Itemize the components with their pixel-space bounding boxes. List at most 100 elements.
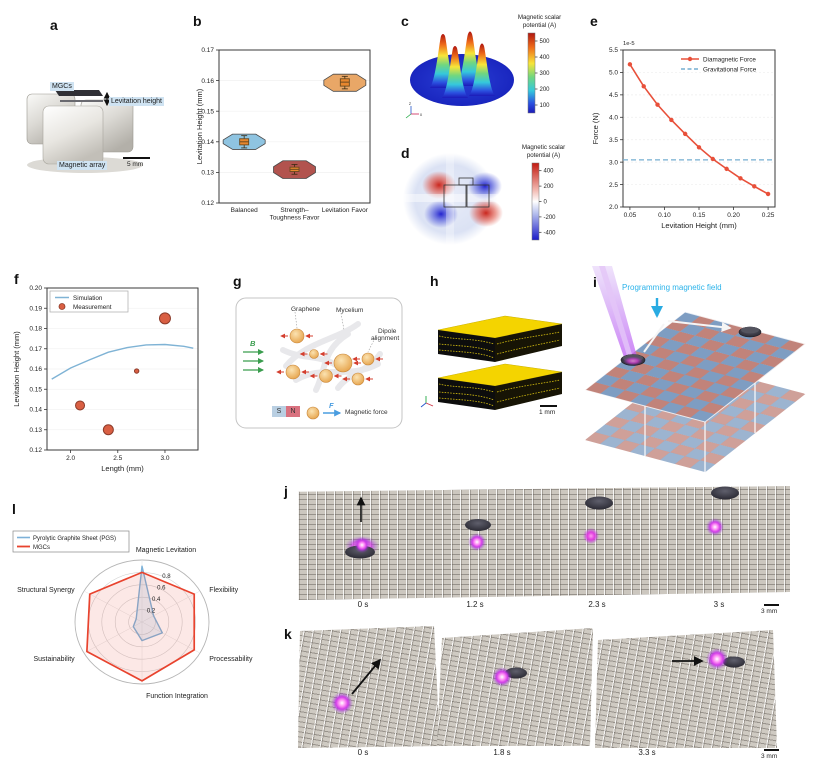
svg-text:Balanced: Balanced — [231, 207, 258, 214]
svg-text:Magnetic scalar: Magnetic scalar — [522, 144, 565, 151]
panel-letter-e: e — [590, 13, 598, 29]
mgc-disk — [723, 656, 745, 668]
svg-text:2.0: 2.0 — [609, 204, 618, 211]
graphite-sheet — [55, 90, 103, 96]
surface-peak — [442, 46, 468, 98]
time-label: 0 s — [357, 600, 369, 609]
led-light — [706, 648, 728, 670]
svg-text:0.18: 0.18 — [29, 326, 42, 333]
graphene-label: Graphene — [291, 306, 320, 313]
panel-g-schematic — [235, 297, 403, 429]
svg-text:400: 400 — [540, 55, 551, 61]
b-x-tick: Levitation Favor — [322, 207, 369, 214]
colorbar — [527, 32, 536, 114]
mycelium-label: Mycelium — [336, 307, 364, 314]
svg-text:potential (A): potential (A) — [527, 152, 560, 159]
data-point — [752, 184, 757, 189]
legend-graphene-sphere — [306, 406, 320, 420]
time-label: 3.3 s — [638, 748, 656, 757]
series-diamagnetic — [629, 63, 769, 195]
axis-triad-icon — [405, 106, 419, 119]
panel-letter-c: c — [401, 13, 409, 29]
svg-text:0.12: 0.12 — [201, 200, 214, 207]
svg-text:4.0: 4.0 — [609, 114, 618, 121]
svg-text:Processability: Processability — [209, 656, 253, 663]
svg-text:0.25: 0.25 — [762, 212, 775, 219]
programming-field-label: Programming magnetic field — [622, 283, 722, 292]
panel-letter-a: a — [50, 17, 58, 33]
radar-series-pgs — [132, 565, 164, 642]
b-y-label: Levitation Height (mm) — [195, 88, 204, 164]
f-y-label: Levitation Height (mm) — [12, 331, 21, 407]
magnet-tile-photo — [595, 630, 777, 748]
svg-text:0.8: 0.8 — [162, 574, 171, 580]
ct-block — [437, 363, 563, 410]
svg-text:Diamagnetic Force: Diamagnetic Force — [703, 57, 756, 64]
magnet-tile-photo — [437, 628, 593, 746]
svg-text:Gravitational Force: Gravitational Force — [703, 67, 757, 74]
axis-triad-icon — [420, 396, 434, 408]
data-point — [627, 62, 633, 67]
mgc-disk — [465, 519, 491, 531]
measurement-point — [133, 368, 140, 374]
time-label: 3 s — [713, 600, 725, 609]
svg-text:200: 200 — [540, 87, 551, 93]
magnetic-beam-core — [599, 266, 634, 362]
panel-letter-l: l — [12, 501, 16, 517]
field-lobe-blue — [468, 172, 502, 200]
panel-b-violin-chart: 0.12 0.13 0.14 0.15 0.16 0.17 Levitation Heigh… — [195, 47, 371, 222]
e-legend: Diamagnetic Force Gravitational Force — [681, 57, 757, 74]
f-x-label: Length (mm) — [101, 464, 144, 473]
svg-text:x: x — [420, 112, 423, 117]
svg-text:0.17: 0.17 — [201, 47, 214, 54]
force-label: F — [329, 401, 334, 410]
panel-d-fieldmap: 400 200 0 -200 -400 Magnetic scalarpotential … — [402, 144, 565, 246]
field-lobe-red — [469, 199, 503, 227]
measurement-point — [102, 424, 114, 436]
board-edge — [583, 311, 807, 423]
scale-bar — [764, 749, 779, 751]
label-mgcs: MGCs — [50, 82, 74, 91]
radar-series-mgcs — [86, 571, 196, 682]
data-point — [765, 191, 771, 197]
f-y-axis: 0.12 0.13 0.14 0.15 0.16 0.17 0.18 0.19 0.20 — [29, 285, 47, 454]
svg-text:0.14: 0.14 — [201, 139, 214, 146]
time-label: 1.8 s — [493, 748, 511, 757]
radar-axis-labels: Magnetic Levitation Flexibility Processabi… — [17, 547, 253, 700]
e-offset-text: 1e-5 — [623, 41, 635, 47]
magnetic-force-label: Magnetic force — [345, 409, 388, 416]
dipole-label-line1: Dipole — [378, 328, 397, 335]
svg-text:3.0: 3.0 — [609, 159, 618, 166]
svg-text:0.13: 0.13 — [201, 170, 214, 177]
svg-text:2.0: 2.0 — [66, 455, 75, 462]
surface-peak — [469, 43, 495, 96]
magnet-south-label: S — [272, 406, 286, 417]
label-levitation-height: Levitation height — [109, 97, 164, 106]
b-field-arrows — [243, 349, 264, 373]
svg-text:Toughness Favor: Toughness Favor — [270, 215, 321, 222]
led-light — [492, 667, 512, 687]
panel-letter-k: k — [284, 626, 292, 642]
b-y-axis: 0.12 0.13 0.14 0.15 0.16 0.17 — [201, 47, 219, 207]
time-label: 2.3 s — [588, 600, 606, 609]
svg-text:0: 0 — [544, 200, 548, 206]
svg-text:5.5: 5.5 — [609, 47, 618, 54]
svg-text:0.15: 0.15 — [29, 386, 42, 393]
svg-text:5.0: 5.0 — [609, 70, 618, 77]
svg-text:400: 400 — [544, 169, 555, 175]
data-point — [696, 145, 702, 150]
label-connectors — [294, 311, 376, 353]
svg-text:0.19: 0.19 — [29, 305, 42, 312]
svg-text:-200: -200 — [544, 215, 557, 221]
led-light — [331, 692, 353, 714]
scale-bar-label: 1 mm — [539, 409, 556, 416]
e-x-axis: 0.05 0.10 0.15 0.20 0.25 — [624, 207, 775, 219]
svg-text:100: 100 — [540, 103, 551, 109]
svg-text:3.0: 3.0 — [160, 455, 169, 462]
svg-text:0.6: 0.6 — [157, 585, 166, 591]
e-y-label: Force (N) — [591, 112, 600, 144]
panel-letter-b: b — [193, 13, 202, 29]
data-point — [710, 156, 716, 162]
